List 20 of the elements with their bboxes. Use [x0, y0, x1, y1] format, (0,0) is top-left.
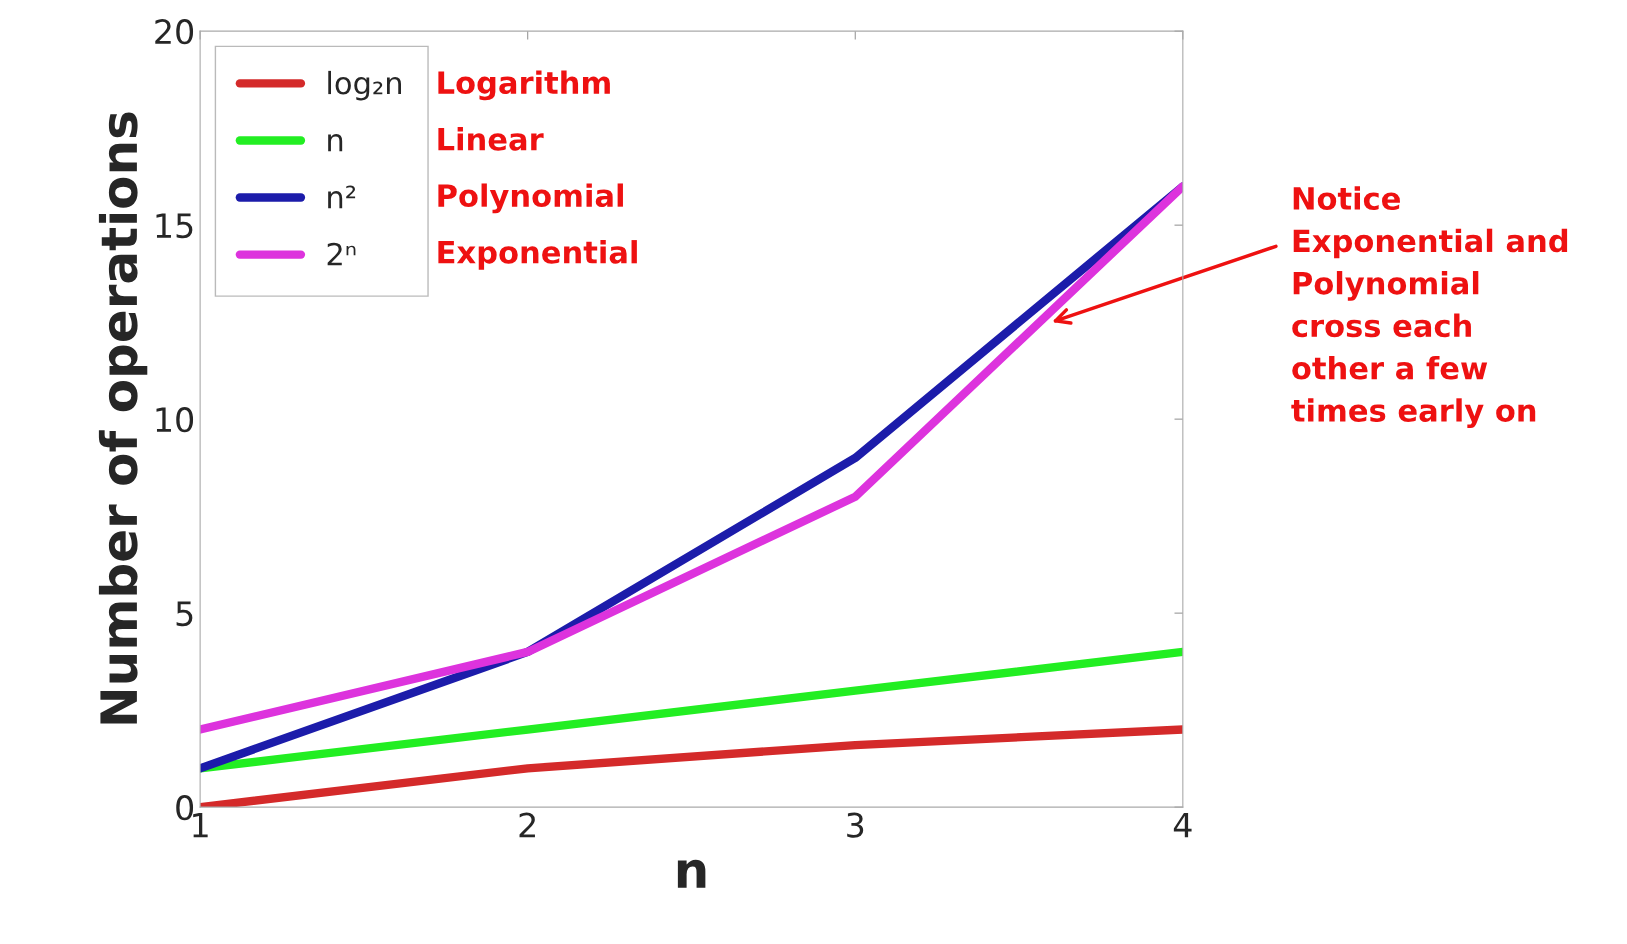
y-tick-label: 15: [156, 213, 193, 239]
y-tick-label: 20: [155, 19, 194, 45]
x-tick-label: 4: [1173, 813, 1192, 838]
annotation: Notice Exponential and Polynomial cross each other a few times early on: [1291, 186, 1568, 429]
x-tick-label: 2: [519, 812, 535, 838]
legend-label: log₂n: [328, 70, 401, 101]
y-tick-label: 0: [176, 795, 194, 821]
y-tick-label: 5: [176, 601, 193, 627]
legend-label: 2ⁿ: [327, 242, 356, 266]
legend-label: n²: [328, 185, 356, 209]
x-axis-title: n: [677, 859, 706, 888]
legend-label: n: [328, 134, 343, 152]
annotation: Exponential: [438, 240, 637, 270]
x-tick-label: 3: [847, 812, 864, 838]
annotation: Polynomial: [438, 183, 623, 214]
annotation: Linear: [438, 127, 544, 151]
x-tick-label: 1: [193, 813, 208, 838]
y-axis-title: Number of operations: [98, 112, 148, 724]
annotation: Logarithm: [438, 70, 610, 101]
y-tick-label: 10: [156, 407, 194, 433]
